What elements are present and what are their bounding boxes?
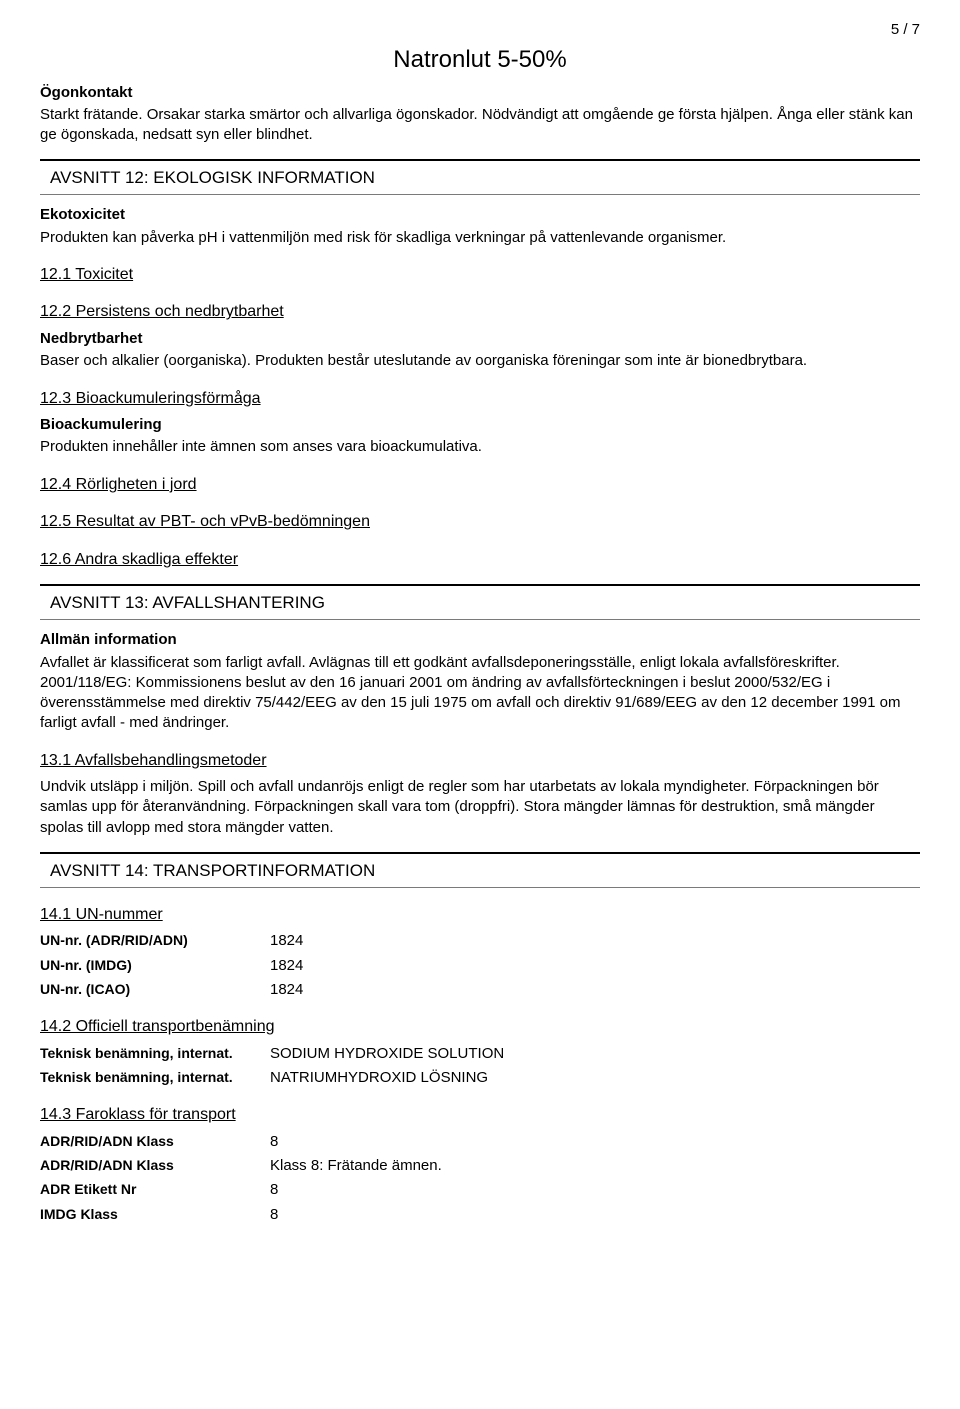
page-number: 5 / 7 [40, 20, 920, 40]
bioack-label: Bioackumulering [40, 415, 920, 435]
imdg-class-value: 8 [270, 1205, 278, 1225]
section-14-header: AVSNITT 14: TRANSPORTINFORMATION [40, 852, 920, 888]
imdg-class-row: IMDG Klass 8 [40, 1205, 920, 1225]
sub-14-2: 14.2 Officiell transportbenämning [40, 1016, 920, 1038]
un-adr-row: UN-nr. (ADR/RID/ADN) 1824 [40, 931, 920, 951]
section-13-header: AVSNITT 13: AVFALLSHANTERING [40, 584, 920, 620]
adr-class-row-1: ADR/RID/ADN Klass 8 [40, 1132, 920, 1152]
tech-row-1: Teknisk benämning, internat. SODIUM HYDR… [40, 1044, 920, 1064]
sub-12-3: 12.3 Bioackumuleringsförmåga [40, 388, 920, 410]
bioack-text: Produkten innehåller inte ämnen som anse… [40, 437, 920, 457]
ecotox-text: Produkten kan påverka pH i vattenmiljön … [40, 228, 920, 248]
sub-13-1: 13.1 Avfallsbehandlingsmetoder [40, 750, 920, 772]
section-13-general-text: Avfallet är klassificerat som farligt av… [40, 653, 920, 734]
un-adr-value: 1824 [270, 931, 303, 951]
tech-value-1: SODIUM HYDROXIDE SOLUTION [270, 1044, 504, 1064]
un-imdg-value: 1824 [270, 956, 303, 976]
imdg-class-label: IMDG Klass [40, 1205, 270, 1224]
sub-12-1: 12.1 Toxicitet [40, 264, 920, 286]
tech-label-2: Teknisk benämning, internat. [40, 1068, 270, 1087]
tech-label-1: Teknisk benämning, internat. [40, 1044, 270, 1063]
sub-12-4: 12.4 Rörligheten i jord [40, 474, 920, 496]
adr-class-label-2: ADR/RID/ADN Klass [40, 1156, 270, 1175]
section-12-header: AVSNITT 12: EKOLOGISK INFORMATION [40, 159, 920, 195]
eye-contact-label: Ögonkontakt [40, 83, 920, 103]
adr-etikett-row: ADR Etikett Nr 8 [40, 1180, 920, 1200]
adr-class-label-1: ADR/RID/ADN Klass [40, 1132, 270, 1151]
adr-etikett-value: 8 [270, 1180, 278, 1200]
adr-etikett-label: ADR Etikett Nr [40, 1180, 270, 1199]
un-imdg-label: UN-nr. (IMDG) [40, 956, 270, 975]
un-icao-value: 1824 [270, 980, 303, 1000]
section-13-general-label: Allmän information [40, 630, 920, 650]
ecotox-label: Ekotoxicitet [40, 205, 920, 225]
sub-14-3: 14.3 Faroklass för transport [40, 1104, 920, 1126]
sub-12-5: 12.5 Resultat av PBT- och vPvB-bedömning… [40, 511, 920, 533]
tech-value-2: NATRIUMHYDROXID LÖSNING [270, 1068, 488, 1088]
sub-14-1: 14.1 UN-nummer [40, 904, 920, 926]
adr-class-value-1: 8 [270, 1132, 278, 1152]
eye-contact-text: Starkt frätande. Orsakar starka smärtor … [40, 105, 920, 146]
sub-12-6: 12.6 Andra skadliga effekter [40, 549, 920, 571]
document-title: Natronlut 5-50% [40, 44, 920, 76]
un-icao-label: UN-nr. (ICAO) [40, 980, 270, 999]
un-adr-label: UN-nr. (ADR/RID/ADN) [40, 931, 270, 950]
sub-13-1-text: Undvik utsläpp i miljön. Spill och avfal… [40, 777, 920, 838]
sub-12-2: 12.2 Persistens och nedbrytbarhet [40, 301, 920, 323]
un-imdg-row: UN-nr. (IMDG) 1824 [40, 956, 920, 976]
tech-row-2: Teknisk benämning, internat. NATRIUMHYDR… [40, 1068, 920, 1088]
adr-class-value-2: Klass 8: Frätande ämnen. [270, 1156, 442, 1176]
nedbryt-label: Nedbrytbarhet [40, 329, 920, 349]
nedbryt-text: Baser och alkalier (oorganiska). Produkt… [40, 351, 920, 371]
adr-class-row-2: ADR/RID/ADN Klass Klass 8: Frätande ämne… [40, 1156, 920, 1176]
page-container: 5 / 7 Natronlut 5-50% Ögonkontakt Starkt… [20, 0, 940, 1269]
un-icao-row: UN-nr. (ICAO) 1824 [40, 980, 920, 1000]
